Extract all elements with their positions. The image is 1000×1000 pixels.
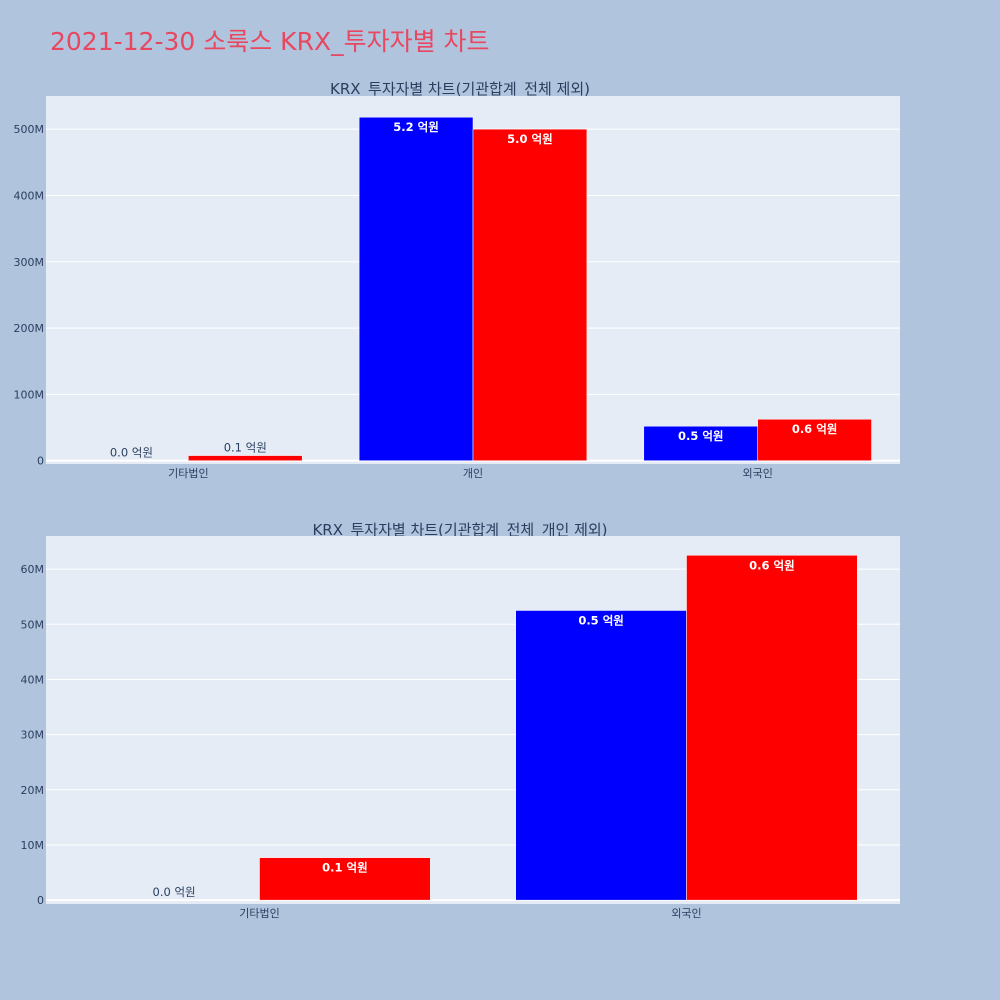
bar-data-label: 0.1 억원 [224,441,267,455]
y-tick-label: 400M [14,189,45,202]
x-tick-label: 기타법인 [168,467,208,480]
y-tick-label: 30M [21,729,45,742]
bar-data-label: 0.6 억원 [792,422,838,436]
chart-investor-all: KRX_투자자별 차트(기관합계_전체 제외) 0 100M 200M 300M 400M… [14,80,900,480]
page-title: 2021-12-30 소룩스 KRX_투자자별 차트 [50,27,490,56]
bar-data-label: 5.0 억원 [507,132,553,146]
y-tick-label: 0 [37,455,44,468]
y-tick-label: 300M [14,256,45,269]
y-tick-label: 10M [21,839,45,852]
y-tick-label: 40M [21,673,45,686]
bar-data-label: 0.6 억원 [749,558,795,572]
y-tick-label: 100M [14,388,45,401]
bar-data-label: 0.0 억원 [110,446,153,460]
bar[interactable] [515,610,687,901]
y-tick-label: 200M [14,322,45,335]
bar[interactable] [188,455,303,461]
chart-title: KRX_투자자별 차트(기관합계_전체_개인 제외) [312,521,607,540]
bar[interactable] [472,128,588,461]
x-tick-label: 외국인 [671,907,701,920]
x-tick-label: 개인 [463,467,483,480]
bar[interactable] [358,116,474,461]
y-tick-label: 0 [37,894,44,907]
y-tick-label: 60M [21,563,45,576]
x-tick-label: 외국인 [742,467,772,480]
y-tick-label: 500M [14,123,45,136]
bar[interactable] [643,425,758,461]
bar-data-label: 0.5 억원 [578,613,624,627]
bar-data-label: 0.0 억원 [153,885,196,899]
bar-data-label: 0.1 억원 [322,861,368,875]
bar[interactable] [259,857,431,901]
bar-data-label: 0.5 억원 [678,429,724,443]
bar[interactable] [757,418,872,461]
x-tick-label: 기타법인 [239,907,279,920]
y-tick-label: 20M [21,784,45,797]
bar-data-label: 5.2 억원 [393,120,439,134]
y-tick-label: 50M [21,618,45,631]
chart-title: KRX_투자자별 차트(기관합계_전체 제외) [330,80,590,99]
bar[interactable] [686,555,858,901]
chart-investor-excl-individual: KRX_투자자별 차트(기관합계_전체_개인 제외) 0 10M 20M 30M 40M 5… [21,521,900,920]
